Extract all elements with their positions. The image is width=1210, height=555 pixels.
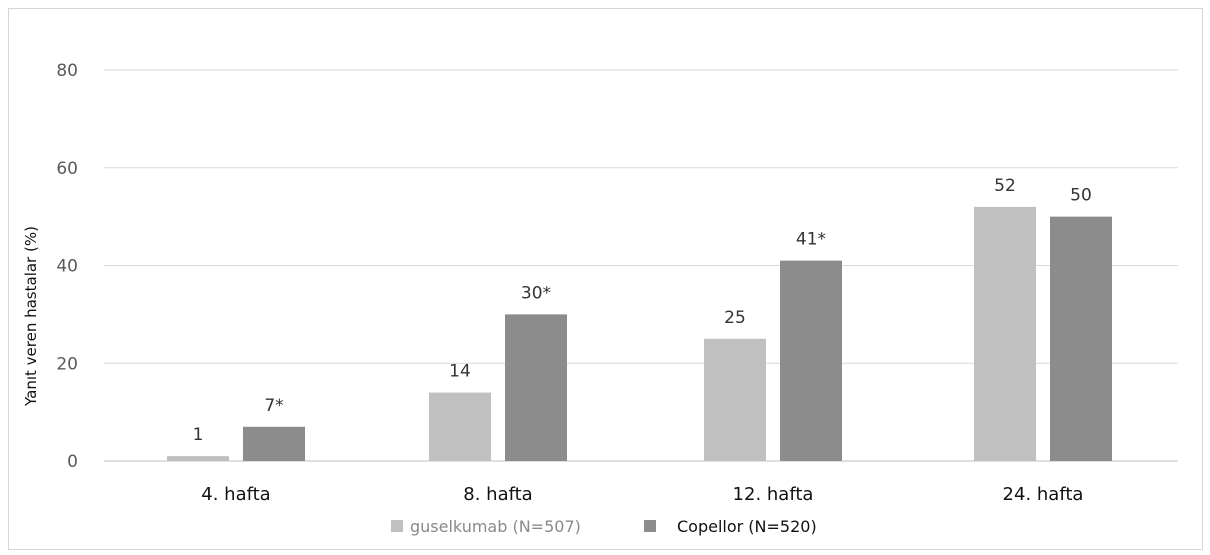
bar-guselkumab-1 <box>167 456 229 461</box>
bar-copellor-2 <box>505 314 567 461</box>
bar-copellor-4 <box>1050 216 1112 461</box>
legend: guselkumab (N=507) Copellor (N=520) <box>391 517 817 536</box>
data-label: 50 <box>1070 186 1092 206</box>
x-tick-label: 4. hafta <box>201 484 270 505</box>
data-label: 25 <box>724 308 746 328</box>
data-label: 52 <box>994 176 1016 196</box>
legend-swatch-copellor <box>644 520 656 532</box>
legend-label-guselkumab: guselkumab (N=507) <box>410 517 581 536</box>
data-label: 14 <box>449 362 471 382</box>
x-tick-label: 12. hafta <box>733 484 814 505</box>
bar-guselkumab-3 <box>704 338 766 461</box>
x-tick-label: 24. hafta <box>1003 484 1084 505</box>
label-layer: 1 7* 4. hafta 14 30* 8. hafta 25 41* 12. hafta 52… <box>193 176 1092 505</box>
legend-swatch-guselkumab <box>391 520 403 532</box>
bar-layer <box>167 206 1112 461</box>
y-tick-label: 20 <box>56 354 78 374</box>
bar-copellor-3 <box>780 260 842 461</box>
bar-guselkumab-4 <box>974 206 1036 461</box>
y-tick-label: 60 <box>56 159 78 179</box>
y-tick-label: 40 <box>56 257 78 277</box>
bar-guselkumab-2 <box>429 392 491 461</box>
y-tick-label: 80 <box>56 61 78 81</box>
data-label: 7* <box>264 396 283 416</box>
bar-copellor-1 <box>243 426 305 461</box>
legend-label-copellor: Copellor (N=520) <box>677 517 817 536</box>
data-label: 1 <box>193 425 204 445</box>
y-axis-label: Yanıt veren hastalar (%) <box>22 226 40 407</box>
x-tick-label: 8. hafta <box>463 484 532 505</box>
y-tick-label: 0 <box>67 452 78 472</box>
data-label: 41* <box>796 230 826 250</box>
data-label: 30* <box>521 283 551 303</box>
